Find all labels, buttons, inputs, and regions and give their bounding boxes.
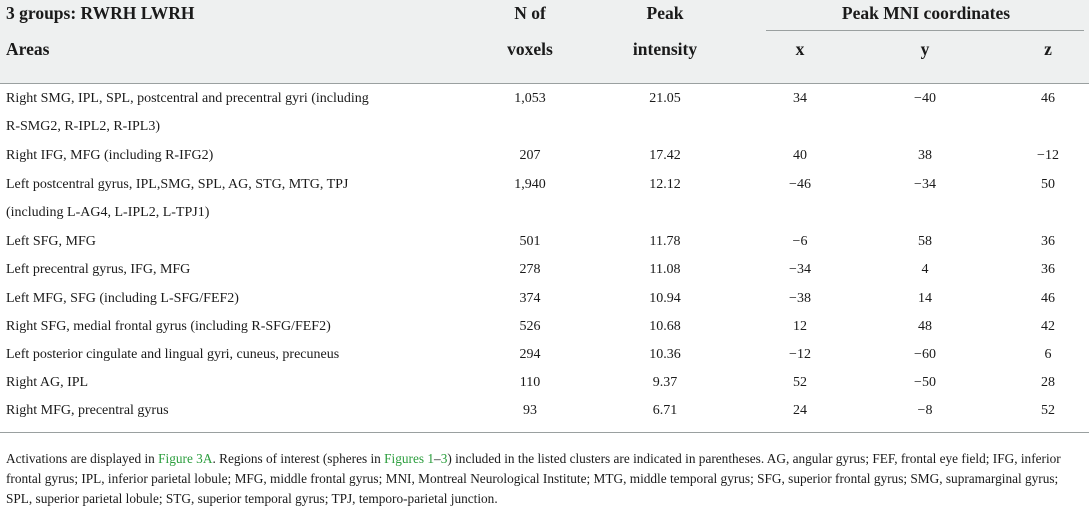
cell-n-voxels: 278	[519, 262, 541, 277]
cell-x: −46	[789, 177, 811, 192]
cell-n-voxels: 294	[519, 347, 541, 362]
cell-n-voxels: 526	[519, 319, 541, 334]
cell-area: Right IFG, MFG (including R-IFG2)	[6, 148, 214, 163]
cell-y: 48	[918, 319, 932, 334]
cell-y: −40	[914, 91, 936, 106]
cell-area: Left SFG, MFG	[6, 234, 96, 249]
cell-z: 46	[1041, 91, 1055, 106]
cell-peak-intensity: 21.05	[649, 91, 681, 106]
cell-z: 42	[1041, 319, 1055, 334]
cell-n-voxels: 1,053	[514, 91, 546, 106]
cell-n-voxels: 1,940	[514, 177, 546, 192]
cell-x: −6	[792, 234, 808, 249]
cell-y: −8	[917, 403, 933, 418]
footnote-dash: –	[434, 451, 441, 466]
cell-y: −50	[914, 375, 936, 390]
cell-z: 50	[1041, 177, 1055, 192]
col-header-z: z	[1044, 39, 1052, 59]
footnote-text-1: Activations are displayed in	[6, 451, 159, 466]
cell-n-voxels: 501	[519, 234, 541, 249]
cell-y: −60	[914, 347, 936, 362]
cell-peak-intensity: 11.08	[649, 262, 681, 277]
cell-y: −34	[914, 177, 936, 192]
cell-area: Right MFG, precentral gyrus	[6, 403, 169, 418]
cell-area: Left precentral gyrus, IFG, MFG	[6, 262, 191, 277]
table-bottom-rule	[0, 432, 1089, 433]
table-footnote: Activations are displayed in Figure 3A. …	[6, 449, 1086, 509]
mni-underline	[766, 30, 1084, 31]
cell-x: −34	[789, 262, 811, 277]
col-header-areas: Areas	[6, 39, 50, 59]
cell-x: 52	[793, 375, 807, 390]
cell-n-voxels: 110	[519, 375, 541, 390]
cell-peak-intensity: 10.94	[649, 291, 681, 306]
table-header-background	[0, 0, 1089, 83]
cell-peak-intensity: 9.37	[652, 375, 678, 390]
cell-x: −12	[789, 347, 811, 362]
cell-y: 14	[918, 291, 932, 306]
cell-n-voxels: 374	[519, 291, 541, 306]
cell-x: 24	[793, 403, 807, 418]
col-header-x: x	[795, 39, 805, 59]
cell-z: 28	[1041, 375, 1055, 390]
col-header-y: y	[920, 39, 930, 59]
cell-x: 34	[793, 91, 807, 106]
figure-3a-link[interactable]: Figure 3A	[158, 451, 213, 466]
cell-n-voxels: 207	[519, 148, 541, 163]
figure-3-link[interactable]: 3	[440, 451, 448, 466]
cell-peak-intensity: 12.12	[649, 177, 681, 192]
cell-area: Right SFG, medial frontal gyrus (includi…	[6, 319, 331, 334]
cell-n-voxels: 93	[523, 403, 537, 418]
cell-area-continued: (including L-AG4, L-IPL2, L-TPJ1)	[6, 205, 210, 220]
cell-peak-intensity: 10.68	[649, 319, 681, 334]
cell-z: 6	[1044, 347, 1052, 362]
cell-area: Right SMG, IPL, SPL, postcentral and pre…	[6, 91, 369, 106]
cell-z: −12	[1037, 148, 1059, 163]
col-header-n-voxels-2: voxels	[507, 39, 553, 59]
cell-z: 36	[1041, 234, 1055, 249]
cell-peak-intensity: 10.36	[649, 347, 681, 362]
cell-area: Right AG, IPL	[6, 375, 89, 390]
cell-peak-intensity: 17.42	[649, 148, 681, 163]
cell-y: 58	[918, 234, 932, 249]
col-header-mni: Peak MNI coordinates	[841, 3, 1011, 23]
cell-y: 4	[921, 262, 929, 277]
cell-area: Left postcentral gyrus, IPL,SMG, SPL, AG…	[6, 177, 349, 192]
cell-z: 46	[1041, 291, 1055, 306]
cell-z: 36	[1041, 262, 1055, 277]
cell-area: Left MFG, SFG (including L-SFG/FEF2)	[6, 291, 239, 306]
cell-area-continued: R-SMG2, R-IPL2, R-IPL3)	[6, 119, 161, 134]
cell-y: 38	[918, 148, 932, 163]
col-header-peak-2: intensity	[632, 39, 698, 59]
cell-peak-intensity: 6.71	[652, 403, 678, 418]
col-header-peak-1: Peak	[646, 3, 684, 23]
footnote-text-3: ) included in the listed clusters are in…	[6, 451, 1061, 506]
cell-x: 12	[793, 319, 807, 334]
cell-area: Left posterior cingulate and lingual gyr…	[6, 347, 340, 362]
group-title: 3 groups: RWRH LWRH	[6, 3, 195, 23]
cell-z: 52	[1041, 403, 1055, 418]
col-header-n-voxels-1: N of	[514, 3, 546, 23]
header-divider	[0, 83, 1089, 84]
cell-peak-intensity: 11.78	[649, 234, 681, 249]
cell-x: −38	[789, 291, 811, 306]
cell-x: 40	[793, 148, 807, 163]
figures-1-link[interactable]: Figures 1	[384, 451, 435, 466]
footnote-text-2: . Regions of interest (spheres in	[212, 451, 385, 466]
